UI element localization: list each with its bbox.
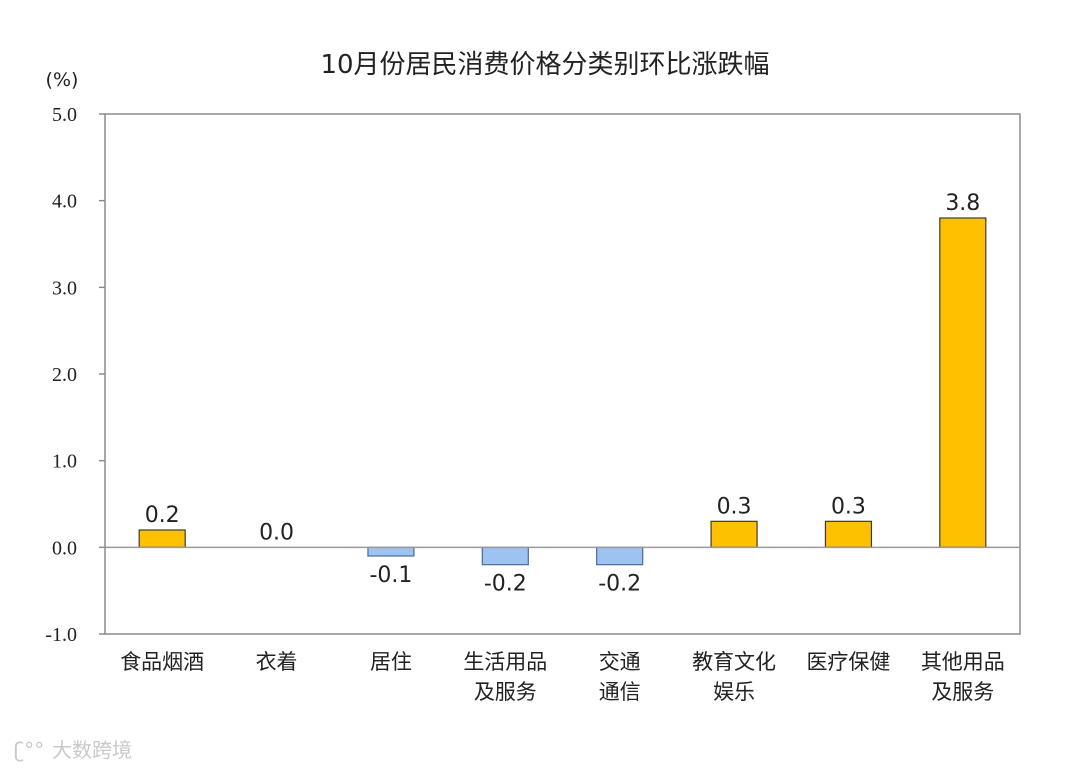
category-label: 通信 [599, 680, 641, 704]
bar [481, 546, 529, 566]
category-label: 居住 [370, 650, 412, 674]
y-tick-label: 2.0 [52, 364, 77, 386]
data-label: -0.2 [484, 572, 527, 597]
category-label: 教育文化 [692, 650, 776, 674]
data-labels: 0.2 0.0 -0.1 -0.2 -0.2 0.3 0.3 3.8 [145, 191, 981, 597]
y-tick-label: 0.0 [52, 537, 77, 559]
category-label: 交通 [599, 650, 641, 674]
y-tick-label: 4.0 [52, 191, 77, 213]
bar [367, 546, 415, 557]
category-label: 其他用品 [921, 650, 1005, 674]
bar [824, 520, 873, 548]
y-tick-label: -1.0 [45, 624, 77, 646]
watermark-logo-icon: ʗ°° [14, 738, 44, 762]
category-label: 食品烟酒 [120, 650, 204, 674]
y-tick-label: 3.0 [52, 277, 77, 299]
chart-title: 10月份居民消费价格分类别环比涨跌幅 [320, 50, 769, 80]
bar [596, 546, 644, 566]
y-axis-unit: (%) [46, 69, 79, 91]
data-label: -0.1 [369, 563, 412, 588]
watermark-text: 大数跨境 [52, 738, 132, 762]
category-label: 及服务 [474, 680, 537, 704]
data-label: 0.3 [831, 494, 866, 519]
bar [138, 529, 186, 548]
data-label: 0.0 [259, 520, 294, 545]
plot-area [104, 113, 1021, 635]
watermark: ʗ°° 大数跨境 [14, 738, 132, 762]
category-label: 医疗保健 [806, 650, 890, 674]
y-tick-label: 5.0 [52, 104, 77, 126]
category-label: 娱乐 [713, 680, 755, 704]
data-label: 3.8 [945, 191, 980, 216]
data-label: 0.2 [145, 503, 180, 528]
y-tick-label: 1.0 [52, 451, 77, 473]
category-label: 及服务 [931, 680, 994, 704]
bars [138, 217, 987, 566]
data-label: -0.2 [598, 572, 641, 597]
data-label: 0.3 [717, 494, 752, 519]
bar [939, 217, 987, 548]
bar [710, 520, 758, 548]
category-label: 衣着 [256, 650, 298, 674]
y-axis-ticks: 5.0 4.0 3.0 2.0 1.0 0.0 -1.0 [45, 104, 105, 646]
category-label: 生活用品 [463, 650, 547, 674]
